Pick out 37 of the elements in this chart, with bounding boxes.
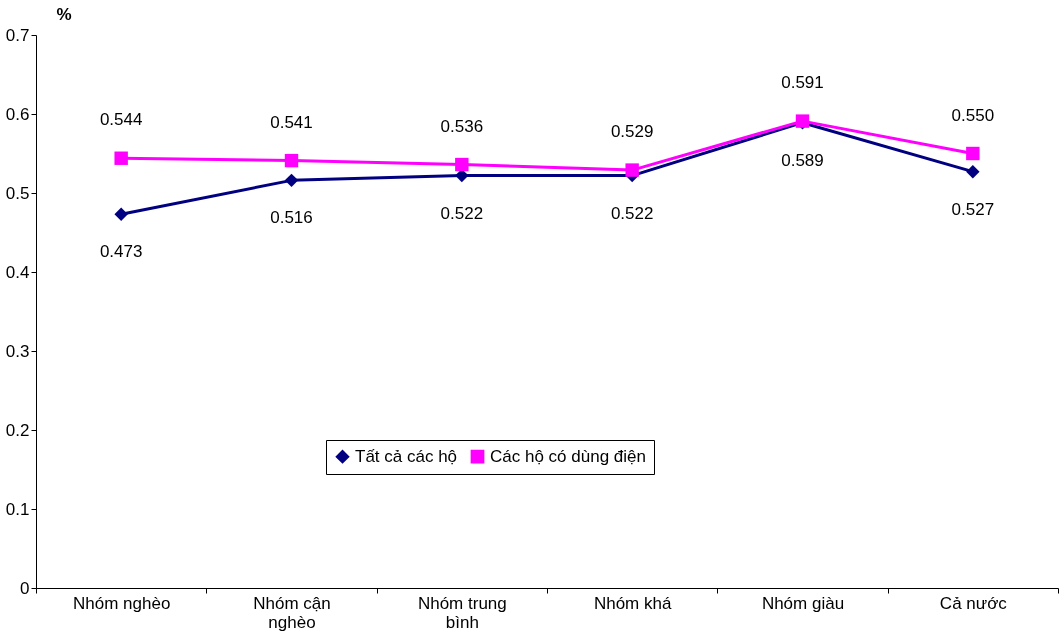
- y-tick-label: 0.5: [5, 183, 30, 203]
- y-tick-label: 0.7: [5, 25, 30, 45]
- y-axis-title: %: [56, 4, 72, 24]
- y-tick-label: 0.1: [5, 499, 30, 519]
- data-label: 0.527: [951, 199, 995, 219]
- x-tick-label: Nhóm giàu: [761, 593, 845, 613]
- point: [284, 153, 299, 168]
- data-label: 0.589: [781, 150, 824, 170]
- y-tick-label: 0.4: [5, 262, 30, 282]
- legend-label: Các hộ có dùng điện: [490, 446, 646, 466]
- data-label: 0.522: [610, 203, 654, 223]
- data-label: 0.541: [270, 112, 313, 132]
- data-label: 0.516: [270, 208, 313, 228]
- point: [114, 151, 128, 165]
- x-tick-label: Nhóm nghèo: [72, 593, 171, 613]
- x-tick-label: Nhóm cận nghèo: [253, 593, 331, 632]
- data-label: 0.529: [610, 122, 654, 142]
- legend-label: Tất cả các hộ: [355, 446, 458, 466]
- data-label: 0.544: [99, 110, 143, 130]
- y-tick-label: 0: [20, 578, 30, 598]
- data-label: 0.550: [951, 105, 995, 125]
- y-tick-label: 0.2: [5, 420, 30, 440]
- y-tick-label: 0.3: [5, 341, 30, 361]
- x-tick-label: Nhóm trung bình: [417, 593, 507, 632]
- data-label: 0.591: [781, 73, 824, 93]
- data-label: 0.536: [440, 116, 484, 136]
- point: [966, 164, 980, 179]
- x-tick-label: Cả nước: [939, 593, 1008, 613]
- x-tick-label: Nhóm khá: [593, 593, 672, 613]
- point: [114, 207, 128, 222]
- point: [625, 163, 639, 177]
- y-tick-label: 0.6: [5, 104, 30, 124]
- point: [455, 157, 469, 172]
- data-label: 0.522: [440, 203, 484, 223]
- point: [284, 173, 299, 188]
- data-label: 0.473: [99, 242, 143, 262]
- point: [966, 146, 980, 161]
